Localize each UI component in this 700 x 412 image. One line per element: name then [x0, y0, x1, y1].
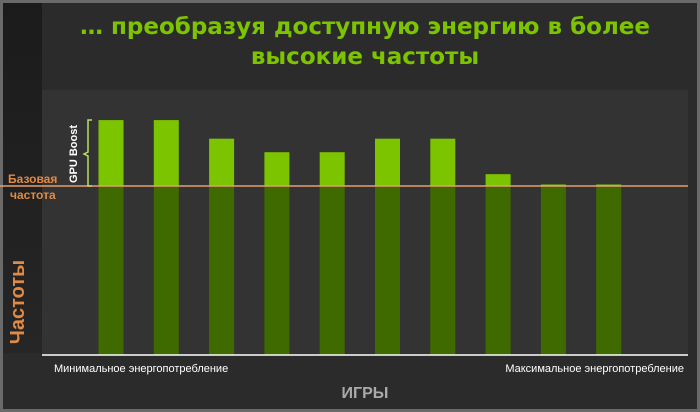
bar-base-9 — [540, 186, 566, 355]
bar-base-1 — [98, 186, 124, 355]
x-right-label: Максимальное энергопотребление — [505, 363, 684, 375]
y-axis-label: Частоты — [7, 260, 29, 344]
bar-boost-5 — [319, 152, 345, 186]
gpu-boost-label: GPU Boost — [68, 125, 80, 183]
x-left-label: Минимальное энергопотребление — [54, 363, 228, 375]
boost-brace — [82, 119, 92, 187]
bar-base-5 — [319, 186, 345, 355]
bar-boost-3 — [209, 138, 235, 186]
bar-boost-4 — [264, 152, 290, 186]
plot-area — [42, 90, 688, 355]
slide-title: … преобразуя доступную энергию в более в… — [80, 14, 650, 70]
bar-base-7 — [430, 186, 456, 355]
bar-base-6 — [375, 186, 400, 355]
bar-base-4 — [264, 186, 290, 355]
left-strip — [3, 3, 42, 353]
bar-base-2 — [153, 186, 179, 355]
base-frequency-label-2: частота — [10, 188, 56, 202]
bar-base-8 — [485, 186, 511, 355]
bar-boost-1 — [98, 120, 124, 186]
bar-boost-2 — [153, 120, 179, 186]
bar-boost-7 — [430, 138, 456, 186]
x-axis-label: ИГРЫ — [342, 385, 389, 402]
bar-base-3 — [209, 186, 235, 355]
bar-base-10 — [596, 186, 622, 355]
bar-boost-6 — [375, 138, 400, 186]
bar-boost-8 — [485, 174, 511, 186]
base-frequency-label-1: Базовая — [8, 172, 57, 186]
